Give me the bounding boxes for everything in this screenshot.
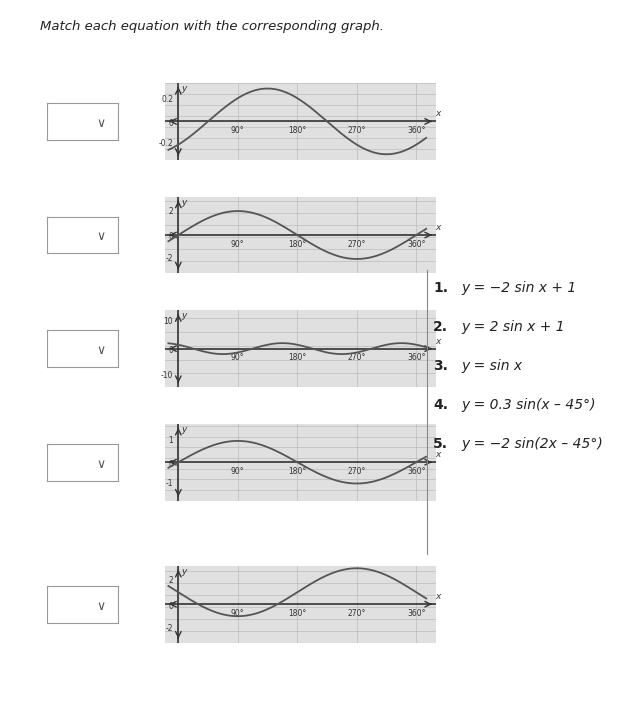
Text: 270°: 270° — [348, 466, 366, 476]
Text: 360°: 360° — [407, 608, 426, 618]
Text: -0.2: -0.2 — [158, 139, 173, 148]
Text: 90°: 90° — [231, 239, 245, 248]
Text: 10: 10 — [163, 317, 173, 326]
Text: 360°: 360° — [407, 126, 426, 135]
Text: 2: 2 — [168, 207, 173, 216]
Text: 360°: 360° — [407, 239, 426, 248]
Text: 180°: 180° — [288, 239, 307, 248]
Text: y = −2 sin(2x – 45°): y = −2 sin(2x – 45°) — [461, 437, 603, 451]
Text: y: y — [181, 84, 186, 93]
Text: 180°: 180° — [288, 353, 307, 362]
Text: 3.: 3. — [433, 359, 448, 373]
Text: y = 0.3 sin(x – 45°): y = 0.3 sin(x – 45°) — [461, 398, 596, 412]
Text: 180°: 180° — [288, 126, 307, 135]
Text: Match each equation with the corresponding graph.: Match each equation with the correspondi… — [40, 20, 384, 33]
Text: 1: 1 — [168, 437, 173, 445]
Text: 270°: 270° — [348, 353, 366, 362]
Text: -2: -2 — [166, 254, 173, 263]
Text: y = 2 sin x + 1: y = 2 sin x + 1 — [461, 320, 564, 334]
Text: x: x — [435, 450, 441, 459]
Text: 1.: 1. — [433, 280, 448, 295]
Text: 0.2: 0.2 — [161, 95, 173, 104]
Text: y: y — [181, 567, 186, 576]
Text: y: y — [181, 198, 186, 207]
Text: x: x — [435, 109, 441, 119]
Text: -2: -2 — [166, 623, 173, 633]
Text: 360°: 360° — [407, 353, 426, 362]
Text: 90°: 90° — [231, 353, 245, 362]
Text: 0: 0 — [168, 601, 173, 611]
Text: 2: 2 — [168, 576, 173, 585]
Text: 0: 0 — [168, 119, 173, 128]
Text: ∨: ∨ — [96, 230, 105, 244]
Text: 270°: 270° — [348, 126, 366, 135]
Text: y: y — [181, 312, 186, 320]
Text: 180°: 180° — [288, 608, 307, 618]
Text: x: x — [435, 223, 441, 232]
Text: 90°: 90° — [231, 608, 245, 618]
Text: 4.: 4. — [433, 398, 448, 412]
Text: 0: 0 — [168, 232, 173, 241]
Text: 360°: 360° — [407, 466, 426, 476]
Text: 270°: 270° — [348, 239, 366, 248]
Text: 270°: 270° — [348, 608, 366, 618]
Text: ∨: ∨ — [96, 344, 105, 357]
Text: 2.: 2. — [433, 320, 448, 334]
Text: y: y — [181, 425, 186, 434]
Text: 90°: 90° — [231, 466, 245, 476]
Text: x: x — [435, 337, 441, 346]
Text: x: x — [435, 592, 441, 601]
Text: 0: 0 — [168, 346, 173, 355]
Text: -1: -1 — [166, 479, 173, 488]
Text: ∨: ∨ — [96, 116, 105, 130]
Text: 90°: 90° — [231, 126, 245, 135]
Text: y = sin x: y = sin x — [461, 359, 522, 373]
Text: -10: -10 — [161, 371, 173, 381]
Text: 180°: 180° — [288, 466, 307, 476]
Text: y = −2 sin x + 1: y = −2 sin x + 1 — [461, 280, 576, 295]
Text: ∨: ∨ — [96, 457, 105, 471]
Text: 5.: 5. — [433, 437, 448, 451]
Text: ∨: ∨ — [96, 599, 105, 613]
Text: 0: 0 — [168, 459, 173, 469]
